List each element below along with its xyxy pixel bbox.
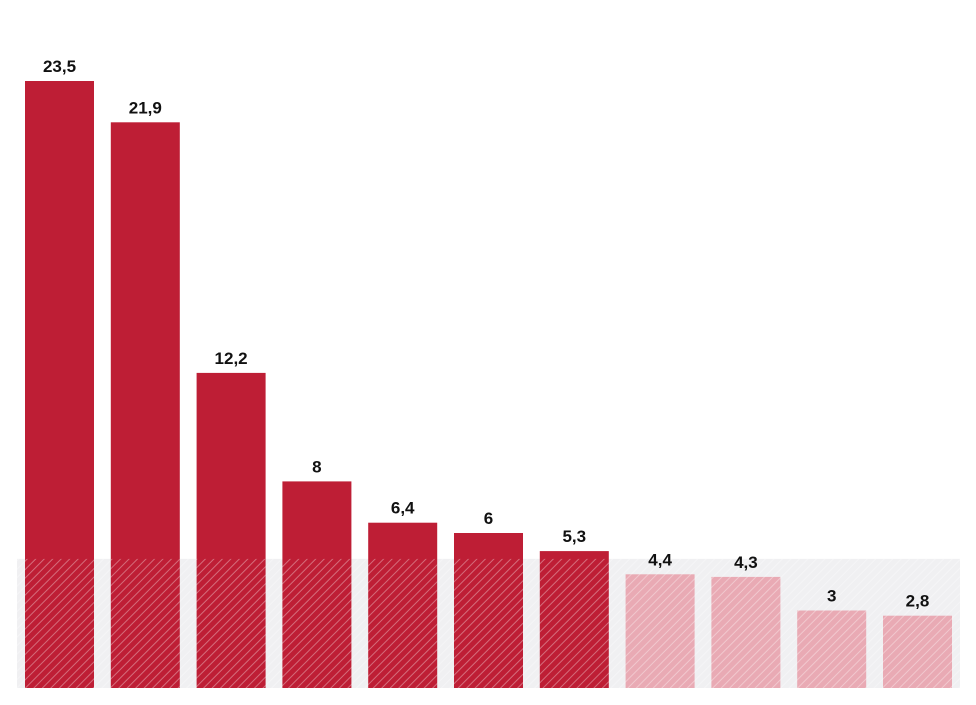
bar-3-hatch [196,558,266,688]
bar-value-label-9: 4,3 [734,553,758,572]
bar-value-label-5: 6,4 [391,499,415,518]
bar-2-hatch [110,558,180,688]
data-labels: 23,5 21,9 12,2 8 6,4 6 5,3 4,4 4,3 3 2,8 [43,57,929,611]
bar-value-label-10: 3 [827,587,836,606]
bar-10-hatch [797,610,867,688]
bars [25,81,952,689]
bar-4-hatch [282,558,352,688]
bar-value-label-3: 12,2 [215,349,248,368]
bar-value-label-8: 4,4 [648,550,672,569]
bar-6-hatch [454,558,523,688]
bar-value-label-7: 5,3 [562,527,586,546]
bar-7-hatch [539,558,609,688]
bar-value-label-4: 8 [312,457,321,476]
bar-1-hatch [25,558,94,688]
bar-9-hatch [711,576,781,688]
bar-8-hatch [625,574,695,688]
bar-5-hatch [368,558,438,688]
bar-value-label-1: 23,5 [43,57,76,76]
bar-11-hatch [883,615,952,688]
bar-value-label-2: 21,9 [129,98,162,117]
bar-value-label-11: 2,8 [906,592,930,611]
bar-value-label-6: 6 [484,509,493,528]
